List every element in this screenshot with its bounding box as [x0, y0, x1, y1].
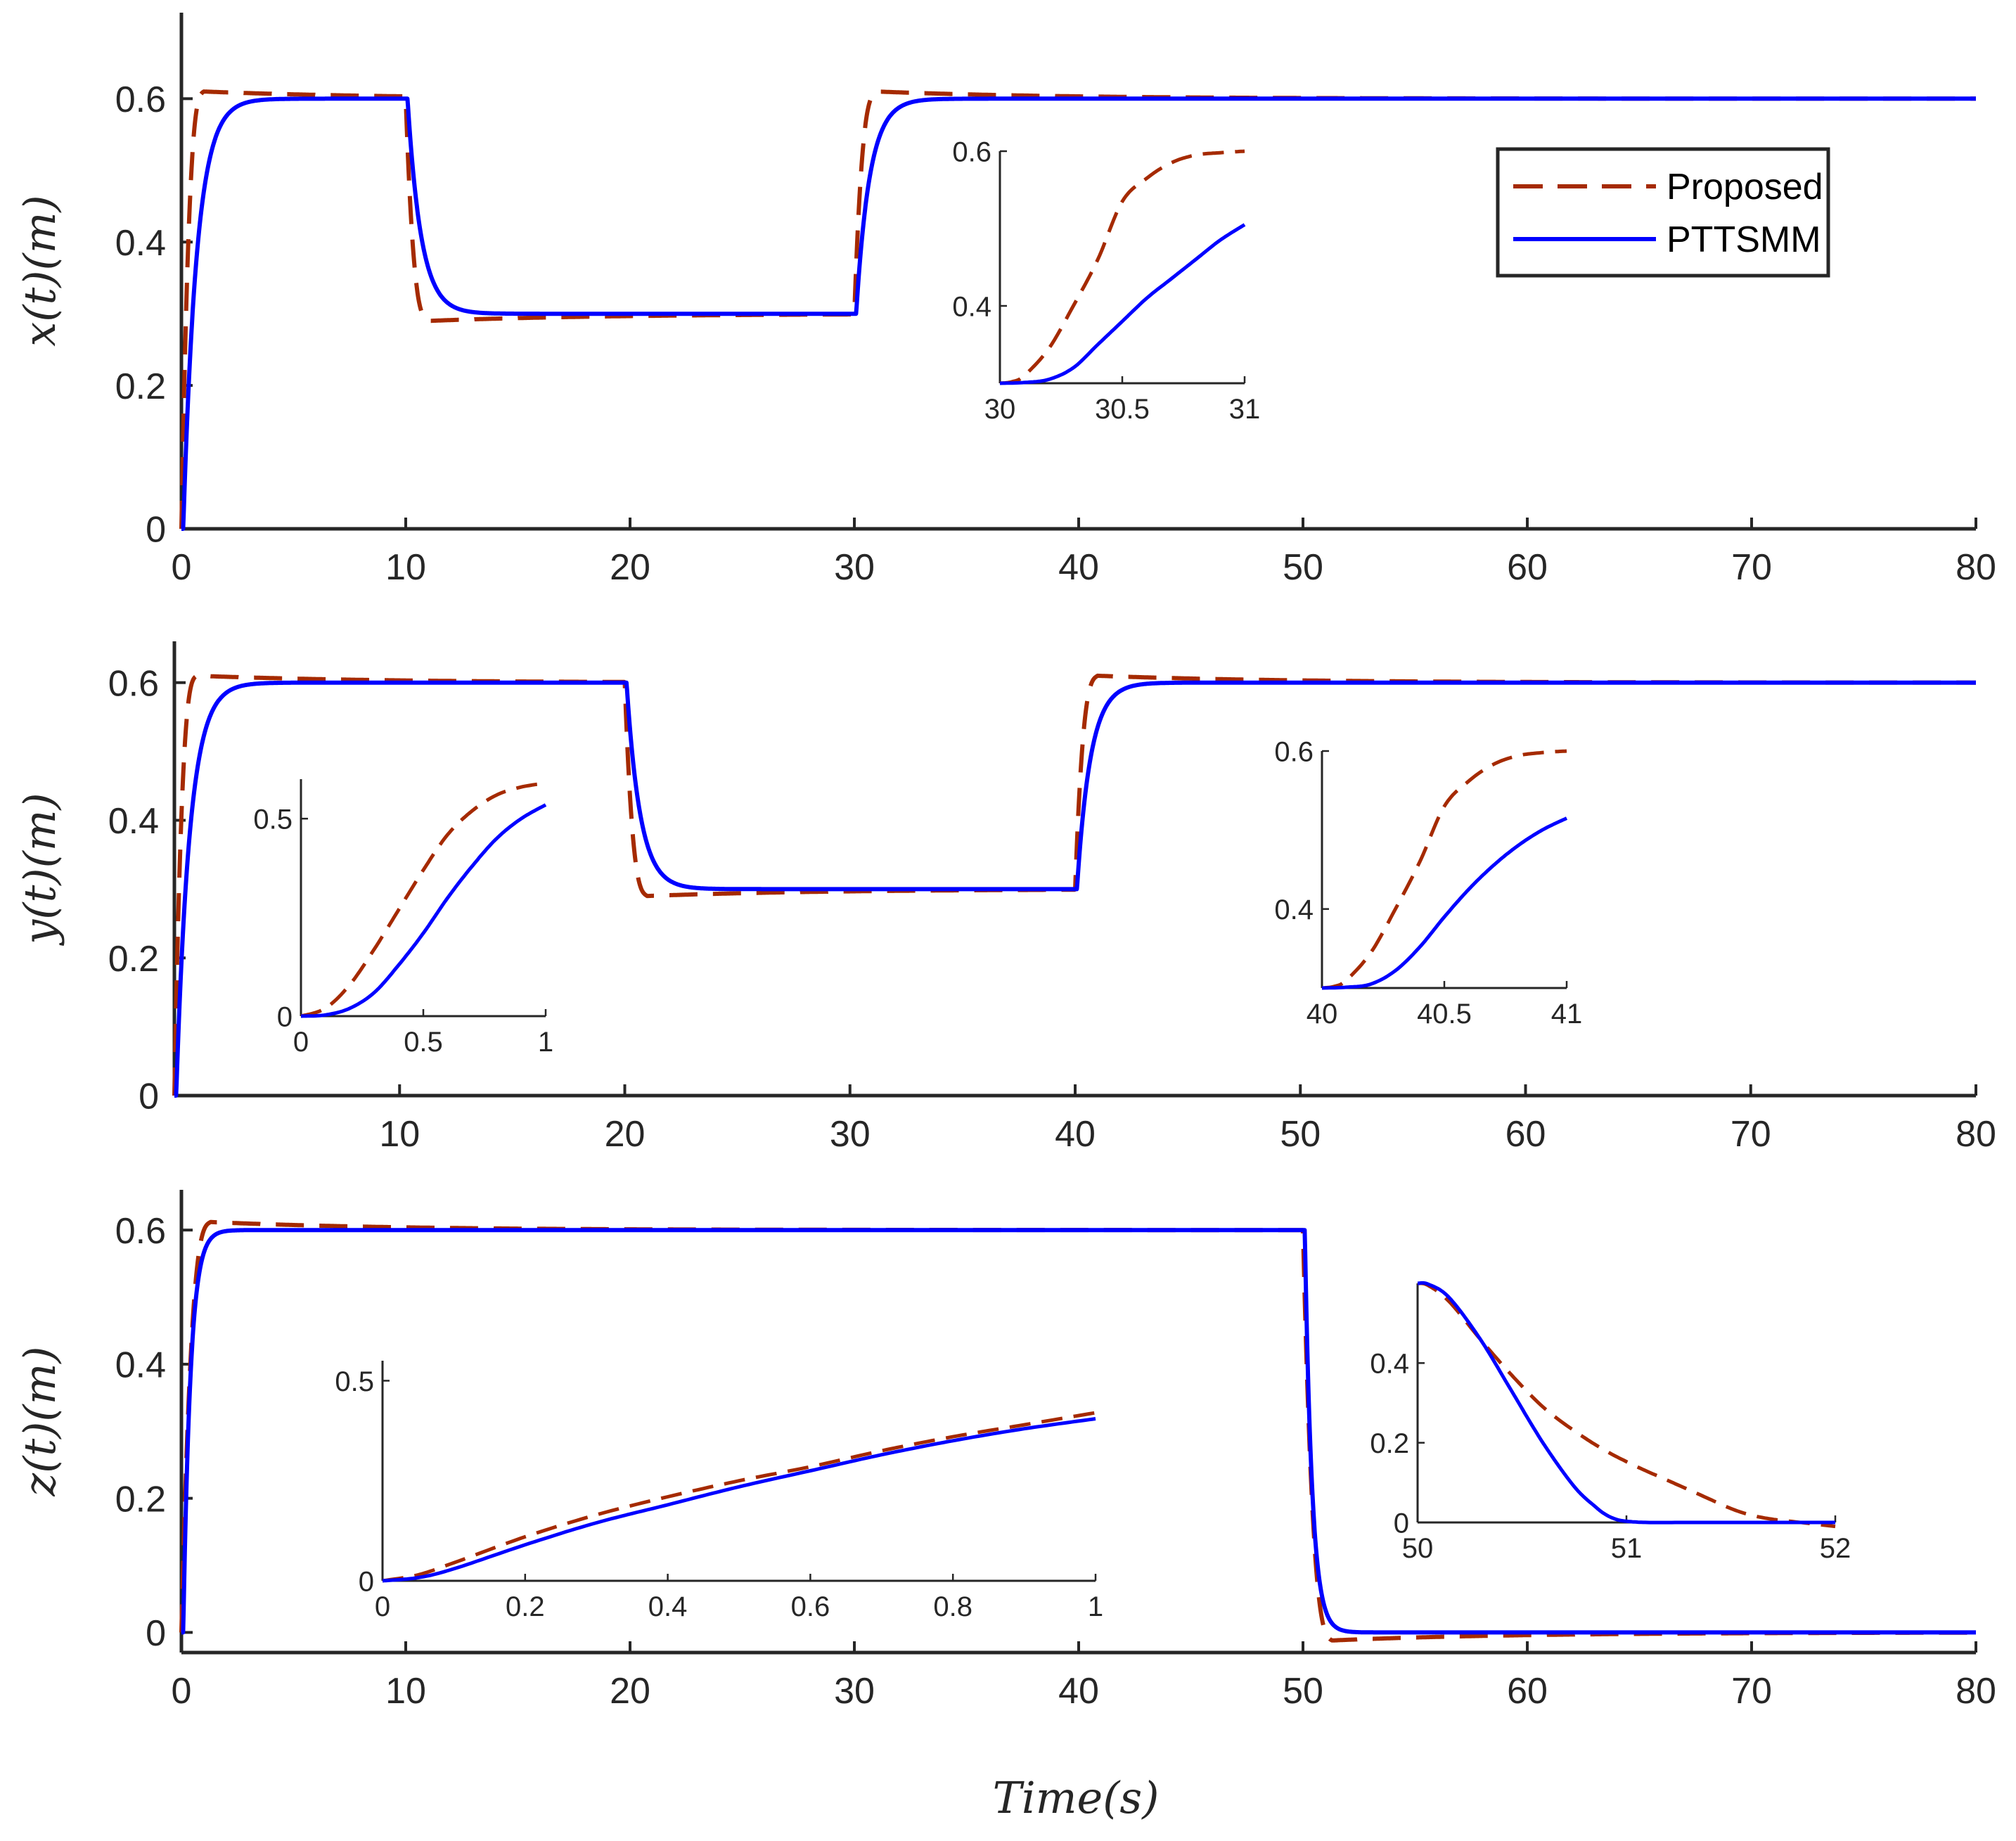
panel-z-inset-2-xtick-label: 51 [1611, 1533, 1643, 1564]
x-axis-label: Time(s) [993, 1772, 1160, 1823]
panel-y-ytick-label: 0.6 [108, 663, 159, 704]
panel-y-xtick-label: 20 [605, 1114, 646, 1155]
panel-y-inset-2-ytick-label: 0.6 [1274, 736, 1314, 767]
panel-z-xtick-label: 20 [610, 1671, 650, 1712]
panel-z-inset-2-ytick-label: 0.4 [1370, 1349, 1409, 1380]
panel-z-ytick-label: 0 [146, 1613, 166, 1654]
panel-x-xtick-label: 20 [610, 547, 650, 588]
panel-z-inset-1-xtick-label: 1 [1088, 1591, 1103, 1622]
panel-y-xtick-label: 10 [379, 1114, 420, 1155]
legend-label-proposed: Proposed [1667, 167, 1823, 207]
panel-y-xtick-label: 30 [830, 1114, 871, 1155]
panel-y-ytick-label: 0 [139, 1077, 159, 1117]
panel-y-inset-1-series-proposed [300, 781, 547, 1018]
panel-z-xtick-label: 80 [1956, 1671, 1996, 1712]
panel-y-inset-1-background [301, 776, 548, 1016]
panel-z-ytick-label: 0.6 [115, 1211, 166, 1252]
panel-y-ylabel: y(t)(m) [14, 793, 65, 947]
panel-y-ytick-label: 0.4 [108, 801, 159, 842]
legend-box [1496, 147, 1830, 278]
panel-z-inset-2-ytick-label: 0.2 [1370, 1428, 1409, 1459]
panel-x-series-pttsmm [179, 96, 1978, 531]
panel-x-ytick-label: 0.4 [115, 223, 166, 264]
panel-y-inset-1-ytick-label: 0.5 [253, 804, 293, 835]
panel-x-inset-1-xtick-label: 31 [1229, 394, 1261, 425]
panel-y-inset-1-ytick-label: 0 [277, 1001, 293, 1032]
panel-z-inset-1-xtick-label: 0.8 [933, 1591, 972, 1622]
panel-z-inset-2-series-proposed [1416, 1281, 1836, 1529]
panel-y-inset-2-ytick-label: 0.4 [1274, 894, 1314, 925]
panel-x-ytick-label: 0 [146, 510, 166, 551]
panel-x-xtick-label: 0 [172, 547, 192, 588]
panel-z-inset-1-series-proposed [382, 1411, 1096, 1583]
panel-z-xtick-label: 70 [1731, 1671, 1772, 1712]
panel-x-inset-1-background [1000, 148, 1247, 383]
panel-z-inset-1-ytick-label: 0 [359, 1566, 374, 1597]
panel-x-inset-1-xtick-label: 30 [984, 394, 1016, 425]
panel-x-xtick-label: 80 [1956, 547, 1996, 588]
panel-z-xtick-label: 10 [385, 1671, 426, 1712]
panel-z-inset-1-background [383, 1358, 1098, 1581]
panel-y-inset-2-xtick-label: 40.5 [1417, 999, 1472, 1029]
panel-y-inset-1-xtick-label: 0.5 [404, 1027, 443, 1058]
panel-z-inset-1-ytick-label: 0.5 [335, 1366, 374, 1397]
legend: Proposed PTTSMM [1496, 147, 1830, 278]
panel-y-inset-1-xtick-label: 1 [538, 1027, 553, 1058]
panel-y-xtick-label: 50 [1280, 1114, 1321, 1155]
panel-y-xtick-label: 40 [1055, 1114, 1096, 1155]
panel-x-inset-1-series-proposed [999, 149, 1246, 385]
panel-x-inset-1-ytick-label: 0.6 [952, 136, 991, 167]
panel-z-inset-1-xtick-label: 0.2 [506, 1591, 545, 1622]
panel-z-inset-2-ytick-label: 0 [1394, 1508, 1409, 1539]
panel-x-ytick-label: 0.6 [115, 79, 166, 120]
panel-y-inset-2-background [1322, 748, 1569, 988]
panel-z-inset-1-xtick-label: 0.6 [791, 1591, 830, 1622]
panel-x-inset-1-xtick-label: 30.5 [1095, 394, 1150, 425]
panel-x-xtick-label: 60 [1507, 547, 1548, 588]
panel-y-inset-2-series-proposed [1321, 749, 1568, 990]
panel-y-inset-1-series-pttsmm [300, 803, 547, 1018]
panel-z-inset-2-series-pttsmm [1416, 1281, 1835, 1525]
panel-z-inset-1-series-pttsmm [382, 1417, 1096, 1583]
panel-x-xtick-label: 30 [834, 547, 875, 588]
panel-y-series-pttsmm [172, 680, 1978, 1098]
panel-x-xtick-label: 70 [1731, 547, 1772, 588]
panel-z-ylabel: z(t)(m) [14, 1346, 65, 1496]
panel-z-inset-1-xtick-label: 0.4 [648, 1591, 688, 1622]
panel-y-inset-2-xtick-label: 40 [1306, 999, 1338, 1029]
panel-z-ytick-label: 0.2 [115, 1479, 166, 1520]
panel-y-xtick-label: 60 [1505, 1114, 1546, 1155]
panel-z-xtick-label: 0 [172, 1671, 192, 1712]
panel-y-xtick-label: 70 [1731, 1114, 1771, 1155]
panel-z-xtick-label: 30 [834, 1671, 875, 1712]
panel-z-xtick-label: 60 [1507, 1671, 1548, 1712]
panel-x-xtick-label: 50 [1283, 547, 1323, 588]
panel-y-inset-1-xtick-label: 0 [293, 1027, 309, 1058]
panel-z-ytick-label: 0.4 [115, 1345, 166, 1386]
panel-y-xtick-label: 80 [1956, 1114, 1996, 1155]
panel-x-inset-1-ytick-label: 0.4 [952, 291, 991, 322]
panel-y-inset-2-xtick-label: 41 [1551, 999, 1583, 1029]
panel-z-inset-2-background [1418, 1281, 1838, 1522]
legend-label-pttsmm: PTTSMM [1667, 219, 1821, 260]
panel-x-ylabel: x(t)(m) [14, 195, 65, 346]
panel-x-xtick-label: 40 [1058, 547, 1099, 588]
panel-x-xtick-label: 10 [385, 547, 426, 588]
panel-z-series-pttsmm [179, 1228, 1978, 1635]
panel-z-xtick-label: 40 [1058, 1671, 1099, 1712]
panel-x-inset-1-series-pttsmm [999, 223, 1246, 385]
panel-y-ytick-label: 0.2 [108, 939, 159, 980]
panel-z-inset-2-xtick-label: 50 [1402, 1533, 1434, 1564]
panel-y-inset-2-series-pttsmm [1321, 816, 1568, 990]
panel-z-inset-1-xtick-label: 0 [375, 1591, 390, 1622]
panel-x-ytick-label: 0.2 [115, 366, 166, 407]
panel-z-inset-2-xtick-label: 52 [1820, 1533, 1851, 1564]
panel-z-xtick-label: 50 [1283, 1671, 1323, 1712]
